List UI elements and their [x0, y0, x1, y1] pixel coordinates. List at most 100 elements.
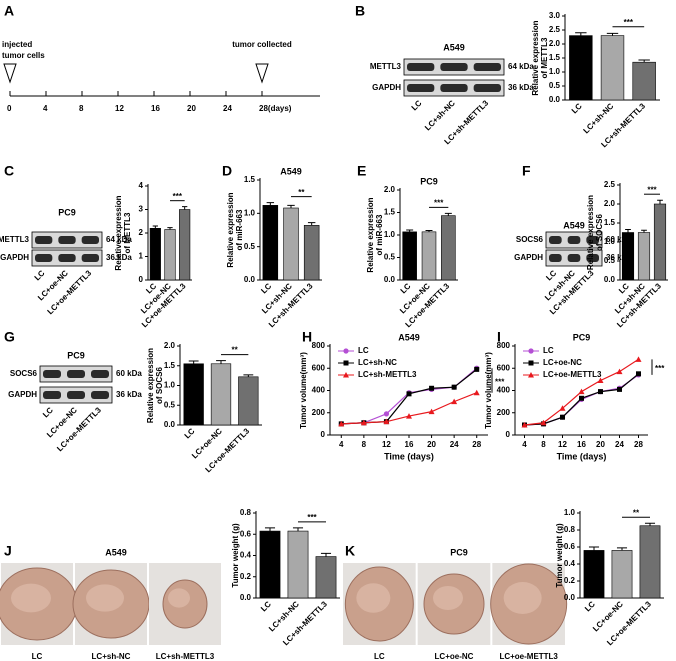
chart-title: A549 [280, 166, 302, 176]
error-bar [644, 522, 656, 526]
y-tick-label: 3 [139, 205, 144, 214]
blot-row-size: 60 kDa [606, 235, 632, 244]
blot-band [91, 370, 109, 378]
y-tick-label: 2.5 [549, 25, 561, 34]
y-axis-label: Relative expression [366, 197, 375, 272]
panel-letter: B [355, 3, 365, 19]
bar [315, 556, 337, 599]
x-tick-label: 24 [615, 440, 624, 449]
y-tick-label: 0.0 [244, 275, 256, 284]
x-tick-label: 20 [427, 440, 436, 449]
y-tick-label: 2.0 [549, 39, 561, 48]
marker [597, 377, 604, 383]
chart-title: PC9 [420, 176, 438, 186]
x-tick-label: 12 [558, 440, 567, 449]
bar [611, 550, 633, 599]
x-tick-label: LC [399, 281, 413, 295]
panel-letter: A [4, 3, 14, 19]
x-tick-label: 8 [362, 440, 367, 449]
y-tick-label: 1.5 [549, 53, 561, 62]
marker [343, 348, 349, 354]
significance: ** [298, 188, 305, 197]
blot-band [81, 236, 99, 244]
panel-letter: C [4, 163, 14, 179]
blot-row-size: 36 kDa [116, 390, 142, 399]
error-bar [266, 202, 275, 206]
blot-lane-label: LC+sh-NC [423, 98, 457, 132]
y-axis-label: Tumor weight (g) [231, 523, 240, 588]
y-axis-label: of miR-663 [375, 214, 384, 255]
y-axis-label: Tumor volume(mm³) [484, 352, 493, 429]
y-tick-label: 0.4 [564, 559, 576, 568]
error-bar [243, 374, 254, 377]
blot-row-size: 60 kDa [116, 369, 142, 378]
significance: *** [647, 185, 657, 194]
error-bar [444, 212, 452, 216]
y-tick-label: 0.6 [240, 529, 252, 538]
error-bar [575, 32, 587, 36]
y-tick-label: 1.5 [164, 361, 176, 370]
y-axis-label: Tumor volume(mm³) [299, 352, 308, 429]
tumor-shade [86, 584, 124, 612]
y-tick-label: 0.2 [564, 576, 576, 585]
marker [528, 372, 534, 378]
marker [383, 411, 390, 417]
x-tick-label: 24 [450, 440, 459, 449]
blot-lane-label: LC+oe-METTL3 [46, 268, 94, 316]
x-tick-label: 4 [522, 440, 527, 449]
blot-row-size: 36 kDa [508, 83, 534, 92]
y-tick-label: 0.0 [604, 275, 616, 284]
blot-lane-label: LC+oe-METTL3 [55, 405, 103, 453]
x-tick-label: LC [583, 599, 597, 613]
legend-label: LC [358, 346, 369, 355]
y-tick-label: 1.0 [564, 508, 576, 517]
start-label: tumor cells [2, 51, 45, 60]
timeline-tick-label: 20 [187, 104, 196, 113]
bar [238, 376, 259, 426]
blot-title: A549 [563, 220, 585, 230]
y-axis-label: of miR-663 [235, 209, 244, 250]
error-bar [287, 204, 295, 208]
blot-row-name: GAPDH [8, 390, 37, 399]
error-bar [425, 230, 433, 232]
y-tick-label: 0.0 [240, 593, 252, 602]
blot-row-name: GAPDH [514, 253, 543, 262]
timeline-tick-label: 8 [79, 104, 84, 113]
y-tick-label: 0.8 [564, 525, 576, 534]
bar [179, 209, 191, 281]
arrow [255, 63, 269, 84]
timeline-tick-label: 0 [7, 104, 12, 113]
blot-band [35, 236, 53, 244]
y-tick-label: 2 [139, 228, 144, 237]
blot-band [43, 370, 61, 378]
legend-label: LC [543, 346, 554, 355]
y-axis-label: Relative expression [114, 195, 123, 270]
blot-band [407, 63, 435, 71]
y-axis-label: of METTL3 [540, 37, 549, 78]
marker [406, 391, 412, 397]
x-tick-label: LC [570, 101, 584, 115]
x-axis-label: Time (days) [384, 451, 434, 461]
bar [287, 530, 309, 599]
y-tick-label: 2.5 [604, 180, 616, 189]
y-axis-label: Relative expression [146, 348, 155, 423]
photo-label: LC [374, 652, 385, 661]
x-tick-label: 16 [577, 440, 586, 449]
error-bar [657, 199, 663, 204]
blot-band [473, 63, 501, 71]
marker [383, 418, 390, 425]
marker [473, 389, 480, 396]
error-bar [167, 227, 173, 230]
y-tick-label: 0.0 [384, 275, 396, 284]
blot-row-name: METTL3 [370, 62, 402, 71]
blot-lane-label: LC [41, 405, 55, 419]
y-tick-label: 800 [497, 341, 511, 350]
blot-band [440, 84, 468, 92]
blot-row-name: METTL3 [0, 235, 30, 244]
y-tick-label: 1.0 [549, 67, 561, 76]
x-tick-label: 28 [472, 440, 481, 449]
tumor-shade [356, 583, 391, 613]
marker [579, 395, 584, 401]
y-tick-label: 2.0 [384, 185, 396, 194]
